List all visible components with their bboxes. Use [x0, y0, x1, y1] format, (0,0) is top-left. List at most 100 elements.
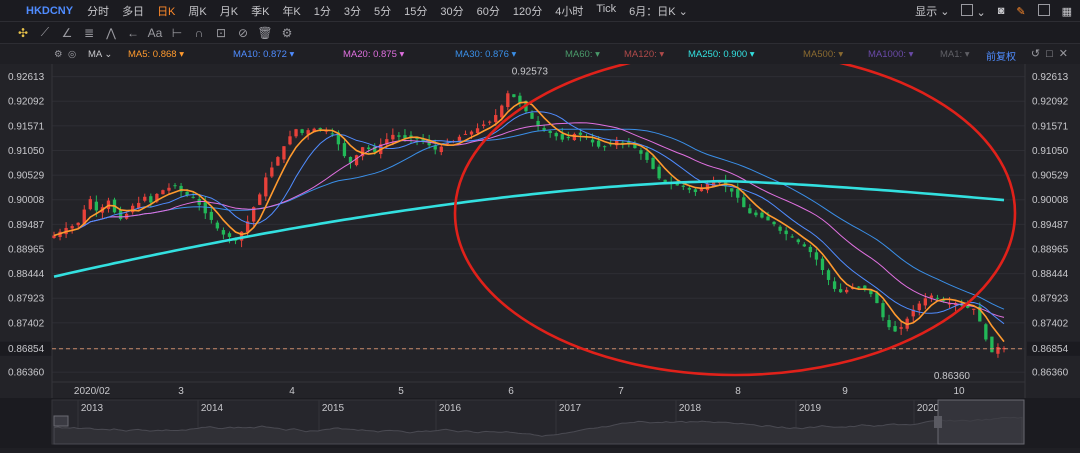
camera-icon[interactable]: ◙	[997, 5, 1005, 17]
candle-body-77	[518, 95, 522, 104]
ma-label-3[interactable]: MA30: 0.876 ▾	[455, 49, 517, 60]
candle-body-112	[730, 188, 734, 192]
timeframe-1[interactable]: 多日	[122, 5, 145, 18]
nav-year-label-1: 2014	[201, 403, 224, 414]
candle-body-83	[554, 133, 558, 137]
candle-body-108	[705, 183, 710, 191]
angle-line-icon[interactable]: ∠	[61, 25, 73, 40]
ma-label-4[interactable]: MA60: ▾	[565, 49, 600, 60]
price-chart[interactable]: 0.92613 0.92613 0.92092 0.92092 0.91571 0.915…	[0, 64, 1080, 398]
lock-icon[interactable]: ⊡	[215, 25, 227, 40]
ma-label-5[interactable]: MA120: ▾	[624, 49, 665, 60]
crosshair-icon[interactable]: ✣	[17, 25, 29, 40]
magnet-icon[interactable]: ∩	[194, 25, 204, 40]
eye-icon[interactable]: ◎	[68, 49, 77, 60]
candle-body-131	[845, 289, 849, 293]
candle-body-126	[814, 252, 819, 260]
timeframe-8[interactable]: 3分	[343, 5, 362, 18]
ma-label-1[interactable]: MA10: 0.872 ▾	[233, 49, 295, 60]
timeframe-7[interactable]: 1分	[313, 5, 331, 18]
timeframe-5[interactable]: 季K	[251, 5, 270, 18]
zigzag-icon[interactable]: ⋀	[106, 25, 116, 40]
pencil-icon[interactable]: ✎	[1016, 5, 1026, 18]
text-icon[interactable]: Aa	[147, 25, 163, 40]
gear-icon[interactable]: ⚙	[54, 49, 63, 60]
candle-body-113	[736, 188, 740, 198]
y-tick-left-11: 0.86854	[8, 344, 45, 355]
line-tool-icon[interactable]: ⟋	[40, 25, 50, 39]
candle-body-27	[215, 222, 220, 229]
candle-body-6	[88, 199, 92, 210]
candle-body-105	[687, 187, 692, 190]
ruler-icon[interactable]: ⊢	[171, 25, 183, 40]
timeframe-4[interactable]: 月K	[219, 5, 239, 18]
candle-body-80	[536, 120, 540, 126]
timeframe-0[interactable]: 分时	[87, 5, 110, 18]
timeframe-3[interactable]: 周K	[188, 5, 207, 18]
candle-body-67	[457, 136, 462, 141]
timeframe-12[interactable]: 60分	[476, 5, 500, 18]
timeframe-16[interactable]: 6月：日K ⌄	[629, 5, 688, 18]
navigator-handle-left[interactable]	[53, 415, 69, 427]
y-tick-right-3: 0.91050	[1032, 146, 1069, 157]
arrow-icon[interactable]: ←	[127, 25, 139, 40]
candle-body-73	[494, 115, 498, 123]
timeframe-13[interactable]: 120分	[512, 5, 543, 18]
ma-label-7[interactable]: MA500: ▾	[803, 49, 844, 60]
candle-body-118	[766, 216, 770, 221]
timeframe-bar: HKDCNY 分时 多日 日K 周K 月K 季K 年K 1分 3分 5分 15分 30分 60分 120分…	[0, 0, 1080, 22]
candle-body-120	[778, 226, 782, 231]
ma-label-2[interactable]: MA20: 0.875 ▾	[343, 49, 405, 60]
candle-body-37	[276, 157, 280, 166]
ma-label-9[interactable]: MA1: ▾	[940, 49, 970, 60]
candle-body-106	[693, 189, 698, 193]
candle-body-68	[463, 133, 468, 135]
candle-body-74	[500, 105, 504, 118]
navigator-window[interactable]	[937, 399, 1025, 445]
display-menu[interactable]: 显示 ⌄	[915, 6, 950, 18]
ma-type-select[interactable]: MA ⌄	[88, 49, 113, 60]
timeframe-9[interactable]: 5分	[374, 5, 392, 18]
candle-body-7	[94, 201, 99, 211]
checkbox-icon[interactable]	[1037, 3, 1050, 19]
layout-checkbox[interactable]: ⌄	[961, 3, 986, 19]
timeframe-2[interactable]: 日K	[157, 5, 176, 18]
candle-body-147	[941, 300, 946, 302]
eye-off-icon[interactable]: ⊘	[237, 25, 249, 40]
y-tick-left-10: 0.87402	[8, 318, 45, 329]
candle-body-119	[772, 221, 776, 225]
candle-body-129	[832, 281, 837, 289]
y-tick-right-0: 0.92613	[1032, 72, 1069, 83]
y-tick-left-3: 0.91050	[8, 146, 45, 157]
candle-body-140	[899, 327, 903, 329]
settings-icon[interactable]: ⚙	[281, 25, 293, 40]
delete-icon[interactable]: 🗑	[257, 25, 273, 40]
timeframe-6[interactable]: 年K	[282, 5, 301, 18]
candle-body-48	[342, 143, 347, 157]
timeframe-11[interactable]: 30分	[440, 5, 464, 18]
adjustment-button[interactable]: 前复权	[986, 52, 1016, 63]
timeframe-14[interactable]: 4小时	[555, 5, 584, 18]
navigator-area	[53, 416, 1023, 445]
symbol-label[interactable]: HKDCNY	[26, 4, 74, 17]
navigator-svg[interactable]: 2013 2014 2015 2016 2017 2018 2019 2020	[0, 398, 1080, 448]
candle-body-25	[203, 202, 207, 214]
grid-icon[interactable]: ▦	[1061, 5, 1072, 18]
range-navigator[interactable]: 2013 2014 2015 2016 2017 2018 2019 2020	[0, 398, 1080, 448]
x-month-label-2: 4	[289, 386, 295, 397]
ma-label-8[interactable]: MA1000: ▾	[868, 49, 914, 60]
fib-icon[interactable]: ≣	[83, 25, 95, 40]
navigator-handle-right[interactable]	[934, 416, 942, 428]
y-tick-left-12: 0.86360	[8, 368, 45, 379]
chart-window-icons[interactable]: ↺□✕	[1030, 48, 1074, 60]
candle-body-41	[300, 129, 304, 133]
ma-label-6[interactable]: MA250: 0.900 ▾	[688, 49, 755, 60]
candle-body-55	[385, 139, 389, 145]
y-tick-right-11: 0.86854	[1032, 344, 1069, 355]
candle-body-154	[984, 324, 988, 340]
candle-body-32	[245, 221, 250, 232]
timeframe-10[interactable]: 15分	[404, 5, 428, 18]
timeframe-15[interactable]: Tick	[596, 2, 617, 15]
ma-label-0[interactable]: MA5: 0.868 ▾	[128, 49, 184, 60]
y-tick-right-4: 0.90529	[1032, 171, 1069, 182]
